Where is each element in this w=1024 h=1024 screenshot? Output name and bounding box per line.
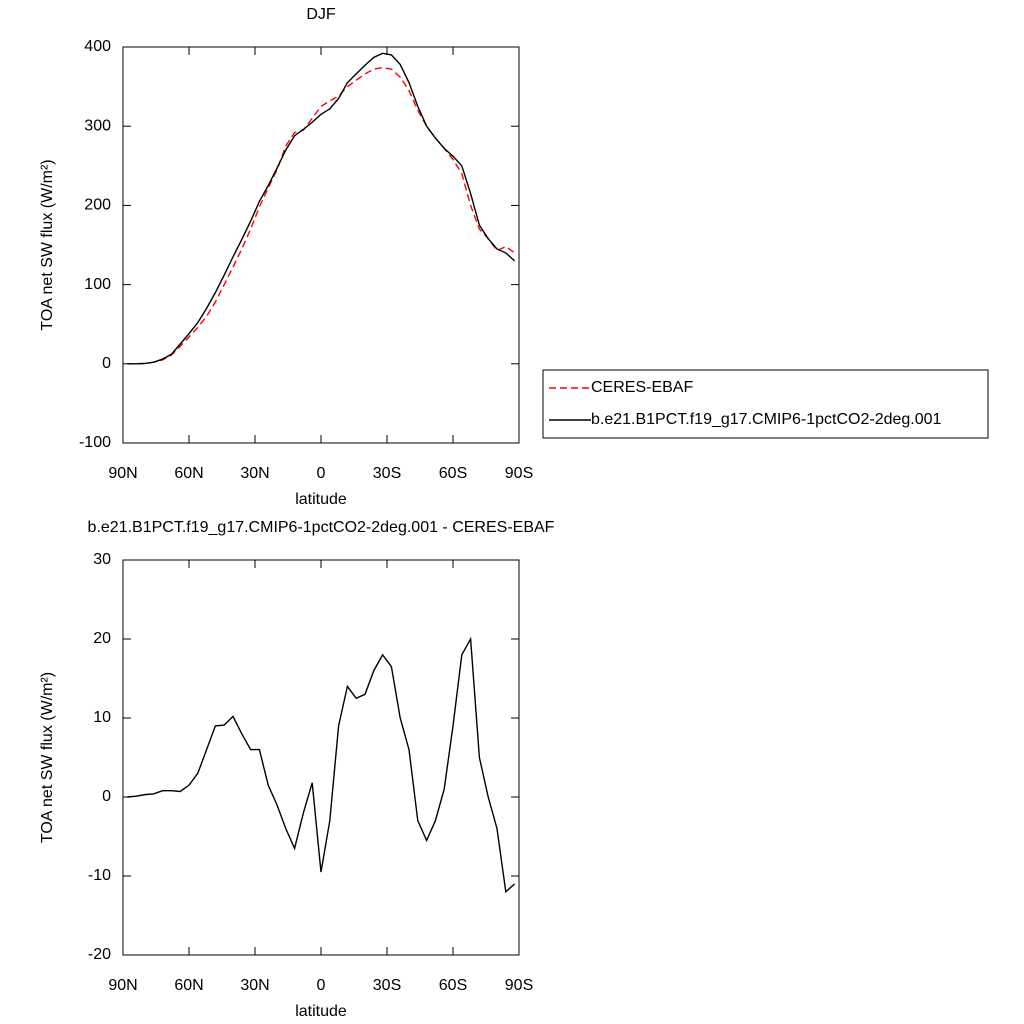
x-axis-label: latitude — [295, 491, 347, 508]
y-tick-label: -100 — [79, 434, 111, 451]
data-line — [127, 66, 516, 365]
x-tick-label: 30N — [240, 465, 269, 482]
plot-frame — [122, 559, 520, 956]
data-line — [127, 636, 516, 894]
x-tick-label: 60S — [439, 977, 467, 994]
y-tick-label: 400 — [84, 38, 111, 55]
x-tick-label: 60N — [174, 465, 203, 482]
y-axis-label: TOA net SW flux (W/m²) — [39, 159, 56, 330]
legend-label: CERES-EBAF — [591, 379, 693, 396]
y-axis-label: TOA net SW flux (W/m²) — [39, 672, 56, 843]
x-tick-label: 90N — [108, 977, 137, 994]
legend-label: b.e21.B1PCT.f19_g17.CMIP6-1pctCO2-2deg.0… — [591, 411, 942, 428]
legend-box — [542, 369, 989, 439]
y-tick-label: 200 — [84, 197, 111, 214]
data-line — [127, 52, 516, 365]
x-tick-label: 90N — [108, 465, 137, 482]
x-tick-label: 90S — [505, 977, 533, 994]
x-tick-label: 0 — [317, 465, 326, 482]
x-tick-label: 0 — [317, 977, 326, 994]
y-tick-label: 0 — [102, 788, 111, 805]
x-tick-label: 30N — [240, 977, 269, 994]
y-tick-label: -10 — [88, 867, 111, 884]
y-tick-label: -20 — [88, 946, 111, 963]
x-tick-label: 60S — [439, 465, 467, 482]
y-tick-label: 10 — [93, 709, 111, 726]
y-tick-label: 300 — [84, 117, 111, 134]
chart-title: DJF — [306, 6, 336, 23]
plot-frame — [122, 46, 520, 444]
x-tick-label: 30S — [373, 465, 401, 482]
x-tick-label: 90S — [505, 465, 533, 482]
y-tick-label: 100 — [84, 276, 111, 293]
y-tick-label: 20 — [93, 630, 111, 647]
y-tick-label: 30 — [93, 551, 111, 568]
x-axis-label: latitude — [295, 1003, 347, 1020]
y-tick-label: 0 — [102, 355, 111, 372]
chart-title: b.e21.B1PCT.f19_g17.CMIP6-1pctCO2-2deg.0… — [88, 519, 555, 536]
x-tick-label: 60N — [174, 977, 203, 994]
x-tick-label: 30S — [373, 977, 401, 994]
